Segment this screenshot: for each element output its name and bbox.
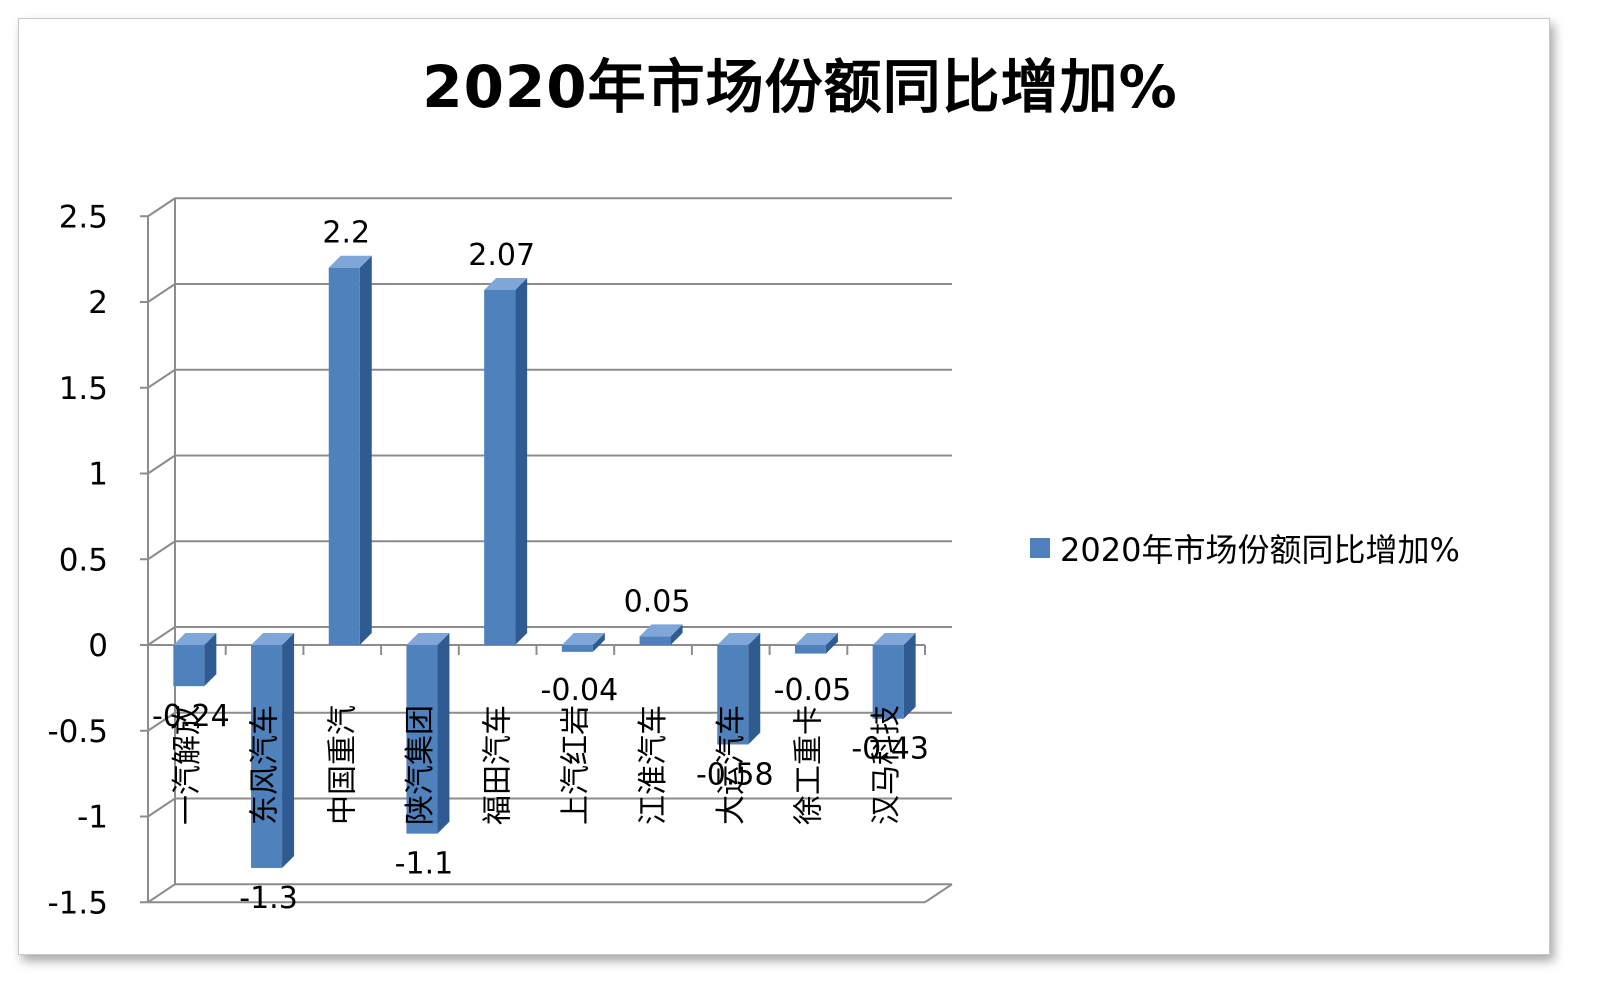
gridline-depth: [147, 711, 176, 732]
bar: [872, 645, 904, 719]
x-category-label: 上汽红岩: [558, 705, 593, 825]
bar-top: [251, 633, 295, 645]
bar-top: [406, 633, 450, 645]
bar: [717, 645, 749, 745]
legend: 2020年市场份额同比增加%: [1030, 525, 1460, 571]
bar-side: [282, 633, 295, 868]
data-label: -1.3: [239, 881, 298, 916]
bar: [173, 645, 205, 687]
data-label: -1.1: [395, 847, 454, 882]
bar-side: [437, 633, 450, 834]
bar: [406, 645, 438, 834]
data-label: 2.2: [322, 216, 370, 251]
bar-side: [825, 633, 838, 654]
data-label: -0.43: [851, 732, 929, 767]
gridline-depth: [147, 368, 176, 389]
y-tick-label: 1: [88, 457, 108, 493]
bar-top: [484, 277, 528, 290]
gridline-depth: [147, 883, 176, 904]
x-category-label: 汉马科技: [869, 705, 904, 825]
bar-top: [872, 633, 916, 645]
x-category-label: 大运汽车: [714, 705, 749, 825]
bar-side: [670, 624, 683, 645]
legend-swatch: [1030, 538, 1050, 558]
y-tick-label: -1.5: [48, 885, 109, 921]
bar: [794, 645, 826, 654]
y-tick-label: 0: [88, 628, 108, 664]
gridline-depth: [147, 797, 176, 818]
bar-top: [561, 633, 605, 645]
y-tick-label: -0.5: [48, 714, 109, 750]
gridline-depth: [147, 197, 176, 218]
bar-side: [204, 633, 217, 687]
legend-label: 2020年市场份额同比增加%: [1060, 531, 1460, 569]
bar-top: [639, 624, 683, 637]
bar-side: [359, 255, 372, 645]
bar: [251, 645, 283, 868]
bar-side: [592, 633, 605, 652]
y-tick-label: 2: [88, 285, 108, 321]
bar-side: [515, 277, 528, 645]
x-category-label: 江淮汽车: [636, 705, 671, 825]
floor-right-edge: [924, 883, 953, 904]
bar: [561, 645, 593, 652]
chart-title: 2020年市场份额同比增加%: [422, 53, 1178, 121]
bar: [484, 289, 516, 645]
gridline-depth: [147, 540, 176, 561]
gridline-depth: [147, 283, 176, 303]
data-label: 2.07: [468, 238, 535, 273]
y-tick-label: 1.5: [59, 371, 108, 407]
bar-top: [794, 633, 838, 645]
data-label: -0.58: [696, 757, 774, 792]
data-label: -0.05: [774, 673, 852, 708]
x-category-label: 陕汽集团: [403, 705, 438, 825]
gridline-depth: [147, 454, 176, 475]
bar-top: [717, 633, 761, 645]
bar-top: [173, 633, 217, 645]
gridline-depth: [147, 626, 176, 646]
bar: [639, 636, 671, 645]
bar: [328, 267, 360, 645]
y-tick-label: 2.5: [59, 199, 108, 235]
data-label: -0.24: [152, 699, 230, 734]
bar-top: [328, 255, 372, 268]
data-label: -0.04: [541, 673, 619, 708]
x-category-label: 中国重汽: [325, 705, 360, 825]
y-tick-label: -1: [77, 800, 108, 836]
x-category-label: 徐工重卡: [791, 705, 826, 825]
y-tick-label: 0.5: [59, 542, 108, 578]
x-category-label: 一汽解放: [170, 705, 205, 825]
x-category-label: 东风汽车: [248, 705, 283, 825]
data-label: 0.05: [624, 584, 691, 619]
x-category-label: 福田汽车: [481, 705, 516, 825]
bar-side: [748, 633, 761, 745]
bar-side: [903, 633, 916, 719]
